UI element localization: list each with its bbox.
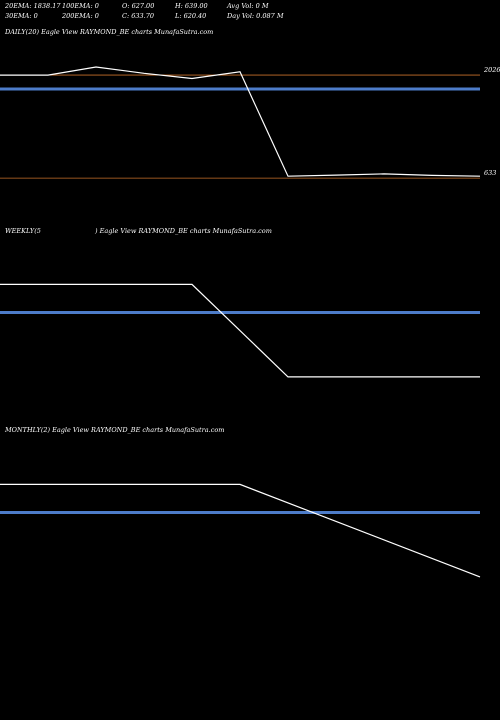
- stat-close: C: 633.70: [122, 12, 154, 20]
- stats-header: 20EMA: 1838.17 100EMA: 0 O: 627.00 H: 63…: [5, 2, 495, 24]
- weekly-price-line: [0, 283, 480, 378]
- daily-level-label-2026: 2026: [483, 66, 500, 74]
- daily-panel: DAILY(20) Eagle View RAYMOND_BE charts M…: [0, 28, 500, 179]
- stat-open: O: 627.00: [122, 2, 155, 10]
- stat-day-vol: Day Vol: 0.087 M: [227, 12, 284, 20]
- stat-avg-vol: Avg Vol: 0 M: [227, 2, 269, 10]
- monthly-panel: MONTHLY(2) Eagle View RAYMOND_BE charts …: [0, 426, 481, 578]
- daily-level-label-633: 633: [484, 169, 496, 177]
- daily-price-line: [0, 66, 481, 177]
- weekly-panel: WEEKLY(5 ) Eagle View RAYMOND_BE charts …: [0, 227, 480, 378]
- stat-100ema: 100EMA: 0: [62, 2, 99, 10]
- stat-low: L: 620.40: [175, 12, 207, 20]
- weekly-chart-title-right: ) Eagle View RAYMOND_BE charts MunafaSut…: [94, 227, 272, 235]
- stat-high: H: 639.00: [175, 2, 208, 10]
- stat-200ema: 200EMA: 0: [62, 12, 99, 20]
- weekly-chart-title-left: WEEKLY(5: [5, 227, 41, 235]
- daily-chart-title: DAILY(20) Eagle View RAYMOND_BE charts M…: [4, 28, 213, 36]
- stat-30ema: 30EMA: 0: [5, 12, 38, 20]
- monthly-price-line: [0, 483, 481, 578]
- stat-20ema: 20EMA: 1838.17: [5, 2, 61, 10]
- monthly-chart-title: MONTHLY(2) Eagle View RAYMOND_BE charts …: [4, 426, 224, 434]
